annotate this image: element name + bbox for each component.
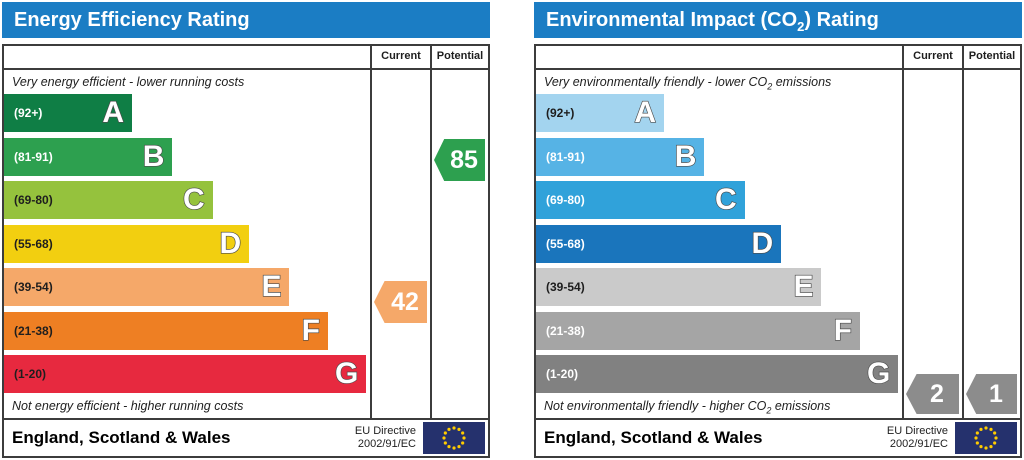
energy-panel-title-bar: Energy Efficiency Rating	[2, 2, 490, 38]
impact-panel-footer: England, Scotland & Wales EU Directive 2…	[534, 418, 1022, 458]
impact-band-g: (1-20) G	[536, 355, 899, 393]
columns-header-spacer	[536, 46, 902, 68]
energy-band-d-range: (55-68)	[14, 236, 53, 251]
energy-efficiency-panel: Energy Efficiency Rating Current Potenti…	[2, 2, 490, 458]
impact-band-d-letter: D	[751, 226, 774, 260]
impact-band-f-range: (21-38)	[546, 323, 585, 338]
columns-header-row: Current Potential	[536, 46, 1020, 70]
energy-current-value: 42	[391, 287, 419, 316]
energy-band-c-range: (69-80)	[14, 193, 53, 207]
impact-band-b-range: (81-91)	[546, 149, 585, 164]
energy-panel-footer: England, Scotland & Wales EU Directive 2…	[2, 418, 490, 458]
columns-header-row: Current Potential	[4, 46, 488, 70]
impact-band-g-letter: G	[866, 357, 891, 390]
energy-band-a-range: (92+)	[14, 106, 43, 120]
energy-top-caption: Very energy efficient - lower running co…	[12, 75, 245, 89]
impact-band-b-letter: B	[674, 139, 697, 173]
impact-band-f-letter: F	[833, 313, 853, 347]
impact-band-g-range: (1-20)	[546, 367, 579, 381]
impact-footer-region: England, Scotland & Wales	[544, 428, 763, 447]
energy-potential-rating-arrow: 85	[434, 139, 485, 181]
energy-band-b: (81-91) B	[4, 137, 173, 176]
energy-band-a: (92+) A	[4, 94, 133, 132]
energy-band-g: (1-20) G	[4, 355, 367, 393]
energy-band-a-letter: A	[102, 96, 125, 129]
impact-top-caption: Very environmentally friendly - lower CO…	[544, 75, 832, 92]
impact-band-c-range: (69-80)	[546, 193, 585, 207]
impact-eu-directive: EU Directive 2002/91/EC	[887, 425, 948, 451]
energy-current-column: 42	[370, 70, 430, 418]
impact-bands-column: Very environmentally friendly - lower CO…	[536, 70, 902, 418]
impact-eu-directive-line1: EU Directive	[886, 424, 948, 437]
energy-chart-body: Current Potential Very energy efficient …	[2, 44, 490, 420]
impact-band-a-range: (92+)	[546, 106, 575, 120]
impact-bands: (92+) A (81-91) B (69-80) C (55-68) D	[536, 94, 902, 393]
impact-band-a: (92+) A	[536, 94, 665, 132]
impact-current-value: 2	[930, 379, 944, 408]
energy-band-e: (39-54) E	[4, 268, 290, 306]
energy-potential-value: 85	[450, 145, 478, 174]
impact-band-b: (81-91) B	[536, 137, 705, 176]
impact-potential-value: 1	[989, 379, 1003, 408]
environmental-impact-panel: Environmental Impact (CO2) Rating Curren…	[534, 2, 1022, 458]
energy-bands-column: Very energy efficient - lower running co…	[4, 70, 370, 418]
impact-chart-content: Very environmentally friendly - lower CO…	[536, 70, 1020, 418]
impact-current-column: 2	[902, 70, 962, 418]
energy-potential-column: 85	[430, 70, 488, 418]
impact-current-rating-arrow: 2	[906, 374, 959, 414]
impact-band-d: (55-68) D	[536, 224, 782, 263]
impact-chart-body: Current Potential Very environmentally f…	[534, 44, 1022, 420]
impact-band-c-letter: C	[714, 183, 737, 216]
energy-footer-region: England, Scotland & Wales	[12, 428, 231, 447]
impact-panel-title-bar: Environmental Impact (CO2) Rating	[534, 2, 1022, 38]
energy-bands: (92+) A (81-91) B (69-80) C (55-68) D	[4, 94, 370, 393]
current-column-header: Current	[902, 46, 962, 68]
columns-header-spacer	[4, 46, 370, 68]
current-column-header: Current	[370, 46, 430, 68]
energy-band-f-letter: F	[301, 313, 321, 347]
energy-panel-title: Energy Efficiency Rating	[14, 9, 250, 31]
eu-flag-icon	[955, 422, 1017, 454]
energy-eu-directive-line2: 2002/91/EC	[357, 438, 416, 450]
energy-band-e-letter: E	[261, 270, 282, 303]
impact-potential-rating-arrow: 1	[966, 374, 1017, 414]
impact-band-e-letter: E	[793, 270, 814, 303]
energy-band-e-range: (39-54)	[14, 280, 53, 294]
energy-band-g-letter: G	[334, 357, 359, 390]
eu-flag-icon	[423, 422, 485, 454]
energy-band-c-letter: C	[182, 183, 205, 216]
energy-band-b-range: (81-91)	[14, 149, 53, 164]
impact-band-f: (21-38) F	[536, 311, 860, 350]
energy-band-f: (21-38) F	[4, 311, 328, 350]
impact-bottom-caption: Not environmentally friendly - higher CO…	[544, 399, 831, 416]
impact-potential-column: 1	[962, 70, 1020, 418]
energy-band-b-letter: B	[142, 139, 165, 173]
impact-band-a-letter: A	[634, 96, 657, 129]
energy-band-g-range: (1-20)	[14, 367, 47, 381]
energy-bottom-caption: Not energy efficient - higher running co…	[12, 399, 244, 413]
energy-band-c: (69-80) C	[4, 181, 213, 219]
potential-column-header: Potential	[430, 46, 488, 68]
energy-band-f-range: (21-38)	[14, 323, 53, 338]
impact-eu-directive-line2: 2002/91/EC	[889, 438, 948, 450]
energy-current-rating-arrow: 42	[374, 281, 427, 323]
energy-eu-directive: EU Directive 2002/91/EC	[355, 425, 416, 451]
energy-band-d: (55-68) D	[4, 224, 250, 263]
potential-column-header: Potential	[962, 46, 1020, 68]
energy-chart-content: Very energy efficient - lower running co…	[4, 70, 488, 418]
impact-panel-title: Environmental Impact (CO2) Rating	[546, 9, 879, 34]
impact-band-c: (69-80) C	[536, 181, 745, 219]
impact-band-e-range: (39-54)	[546, 280, 585, 294]
energy-band-d-letter: D	[219, 226, 242, 260]
energy-eu-directive-line1: EU Directive	[354, 424, 416, 437]
impact-band-d-range: (55-68)	[546, 236, 585, 251]
impact-band-e: (39-54) E	[536, 268, 822, 306]
